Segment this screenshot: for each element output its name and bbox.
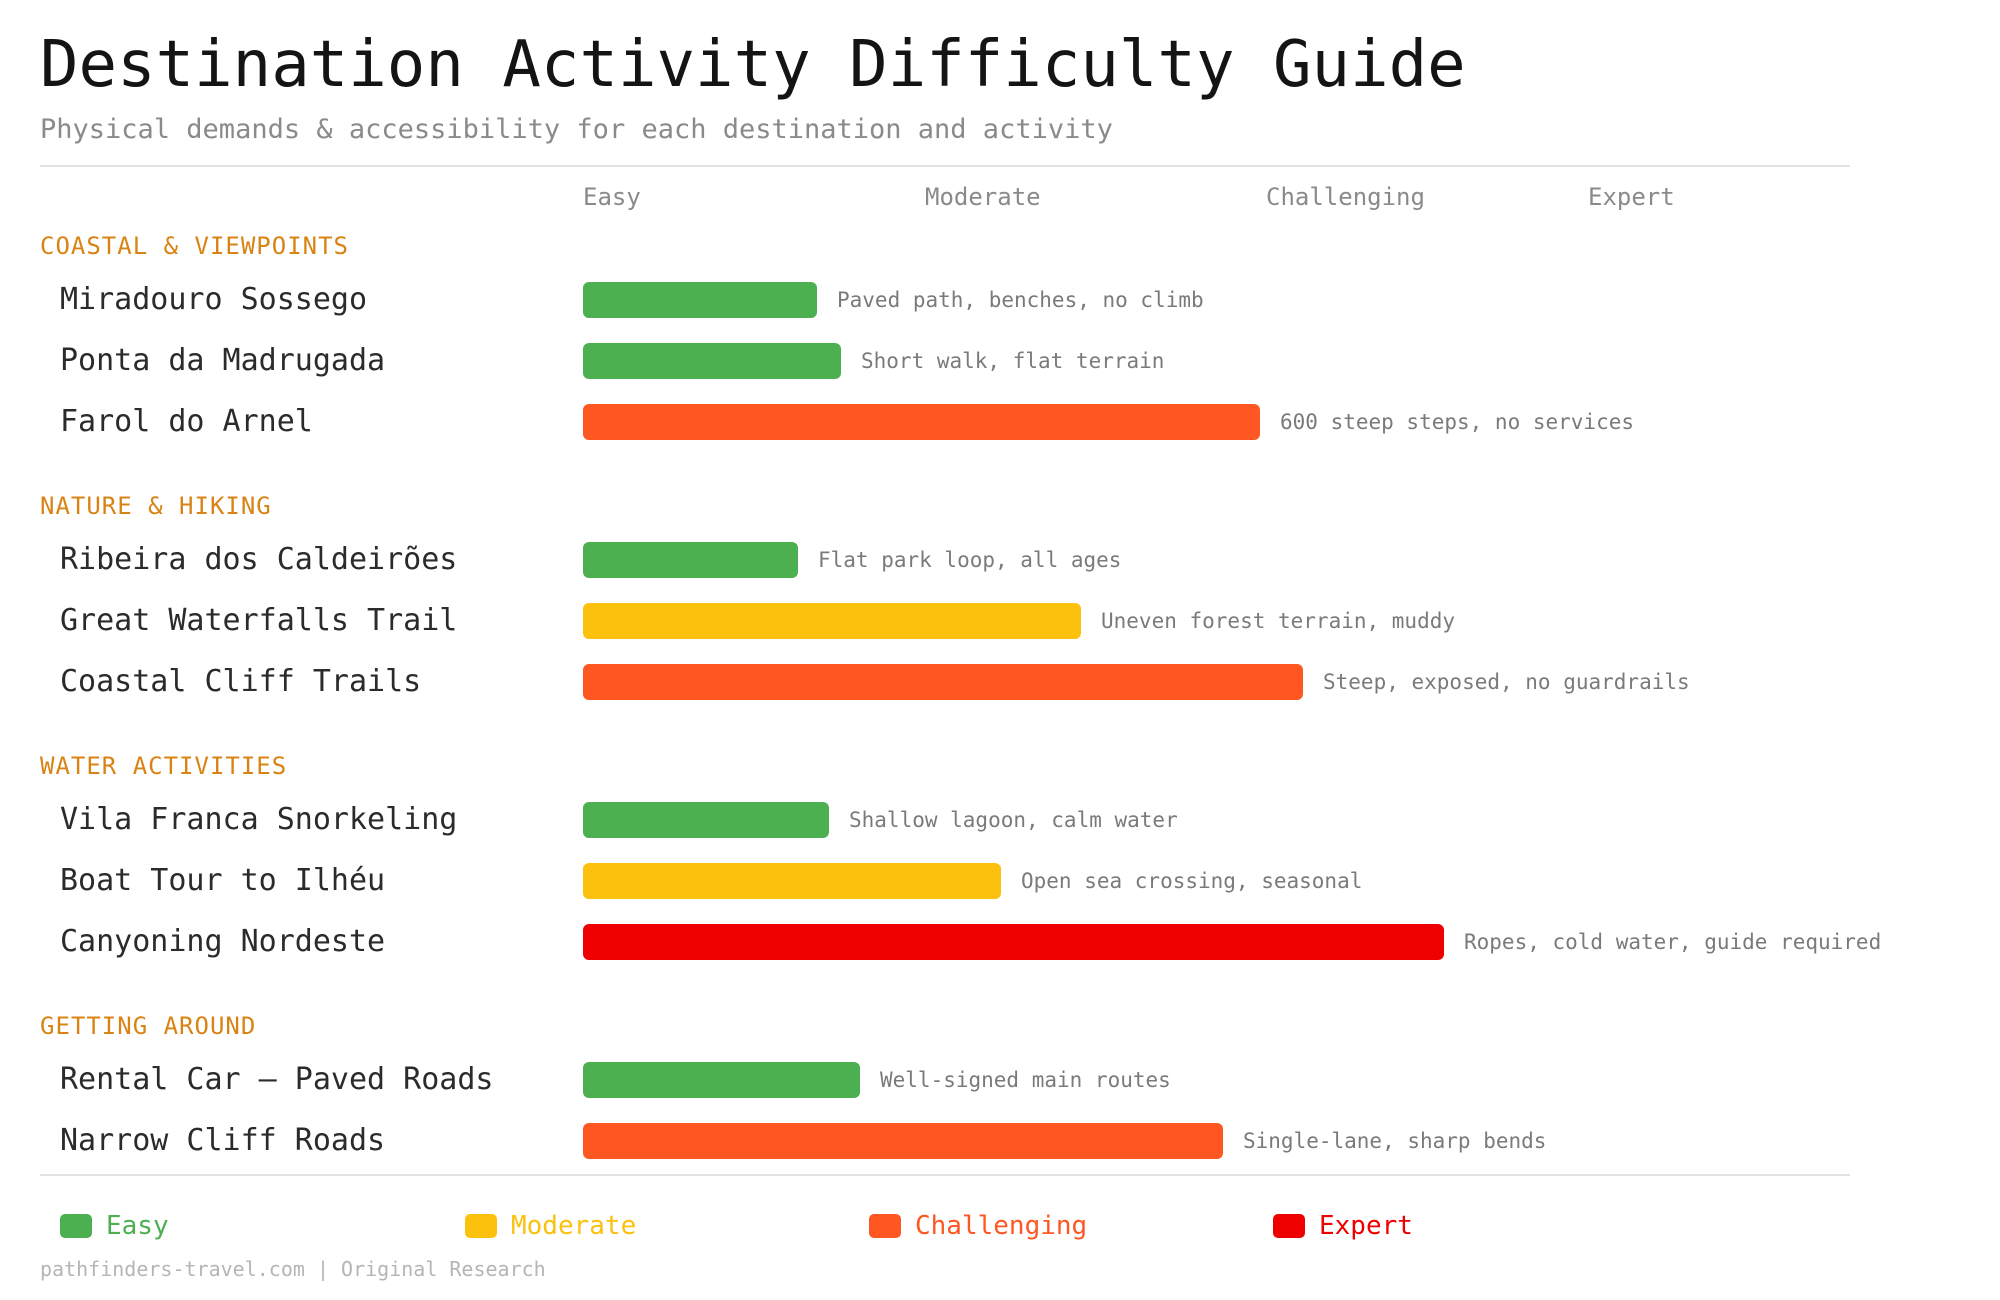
- bar-coastal-cliff-trails: [583, 664, 1303, 700]
- group-header-water-activities: WATER ACTIVITIES: [40, 752, 288, 780]
- row-label-narrow-cliff-roads: Narrow Cliff Roads: [60, 1123, 386, 1158]
- row-label-great-waterfalls-trail: Great Waterfalls Trail: [60, 603, 458, 638]
- bar-note-canyoning-nordeste: Ropes, cold water, guide required: [1464, 930, 1882, 954]
- bar-note-coastal-cliff-trails: Steep, exposed, no guardrails: [1323, 670, 1690, 694]
- tick-label-challenging: Challenging: [1266, 183, 1425, 211]
- bar-note-narrow-cliff-roads: Single-lane, sharp bends: [1243, 1129, 1547, 1153]
- bar-great-waterfalls-trail: [583, 603, 1081, 639]
- bar-vila-franca-snorkeling: [583, 802, 829, 838]
- bar-farol-do-arnel: [583, 404, 1260, 440]
- row-label-ribeira-dos-caldeir-es: Ribeira dos Caldeirões: [60, 542, 458, 577]
- bar-note-rental-car-paved-roads: Well-signed main routes: [880, 1068, 1171, 1092]
- legend-label-easy: Easy: [106, 1211, 169, 1241]
- row-label-boat-tour-to-ilh-u: Boat Tour to Ilhéu: [60, 863, 386, 898]
- chart-title: Destination Activity Difficulty Guide: [40, 28, 1466, 102]
- group-header-coastal-viewpoints: COASTAL & VIEWPOINTS: [40, 232, 349, 260]
- bar-narrow-cliff-roads: [583, 1123, 1223, 1159]
- bar-note-ribeira-dos-caldeir-es: Flat park loop, all ages: [818, 548, 1122, 572]
- tick-label-moderate: Moderate: [925, 183, 1041, 211]
- legend-label-moderate: Moderate: [511, 1211, 637, 1241]
- source-note: pathfinders-travel.com | Original Resear…: [40, 1257, 546, 1281]
- bar-note-great-waterfalls-trail: Uneven forest terrain, muddy: [1101, 609, 1456, 633]
- group-header-getting-around: GETTING AROUND: [40, 1012, 257, 1040]
- legend-swatch-challenging: [869, 1214, 901, 1238]
- tick-label-easy: Easy: [583, 183, 641, 211]
- legend-swatch-moderate: [465, 1214, 497, 1238]
- row-label-miradouro-sossego: Miradouro Sossego: [60, 282, 368, 317]
- bar-rental-car-paved-roads: [583, 1062, 860, 1098]
- legend-label-expert: Expert: [1319, 1211, 1413, 1241]
- row-label-coastal-cliff-trails: Coastal Cliff Trails: [60, 664, 422, 699]
- row-label-vila-franca-snorkeling: Vila Franca Snorkeling: [60, 802, 458, 837]
- tick-label-expert: Expert: [1588, 183, 1675, 211]
- bar-note-ponta-da-madrugada: Short walk, flat terrain: [861, 349, 1165, 373]
- row-label-canyoning-nordeste: Canyoning Nordeste: [60, 924, 386, 959]
- legend-item-challenging: Challenging: [869, 1208, 1087, 1244]
- bar-ponta-da-madrugada: [583, 343, 841, 379]
- row-label-ponta-da-madrugada: Ponta da Madrugada: [60, 343, 386, 378]
- legend-label-challenging: Challenging: [915, 1211, 1088, 1241]
- bar-note-miradouro-sossego: Paved path, benches, no climb: [837, 288, 1204, 312]
- bar-note-boat-tour-to-ilh-u: Open sea crossing, seasonal: [1021, 869, 1363, 893]
- header-divider: [40, 165, 1850, 167]
- row-label-rental-car-paved-roads: Rental Car – Paved Roads: [60, 1062, 494, 1097]
- legend-item-moderate: Moderate: [465, 1208, 636, 1244]
- chart-subtitle: Physical demands & accessibility for eac…: [40, 114, 1113, 145]
- legend-swatch-expert: [1273, 1214, 1305, 1238]
- bar-ribeira-dos-caldeir-es: [583, 542, 798, 578]
- bar-miradouro-sossego: [583, 282, 817, 318]
- bar-canyoning-nordeste: [583, 924, 1444, 960]
- footer-divider: [40, 1174, 1850, 1176]
- bar-note-farol-do-arnel: 600 steep steps, no services: [1280, 410, 1635, 434]
- bar-note-vila-franca-snorkeling: Shallow lagoon, calm water: [849, 808, 1178, 832]
- group-header-nature-hiking: NATURE & HIKING: [40, 492, 272, 520]
- bar-boat-tour-to-ilh-u: [583, 863, 1001, 899]
- legend-swatch-easy: [60, 1214, 92, 1238]
- legend-item-expert: Expert: [1273, 1208, 1413, 1244]
- legend-item-easy: Easy: [60, 1208, 169, 1244]
- row-label-farol-do-arnel: Farol do Arnel: [60, 404, 313, 439]
